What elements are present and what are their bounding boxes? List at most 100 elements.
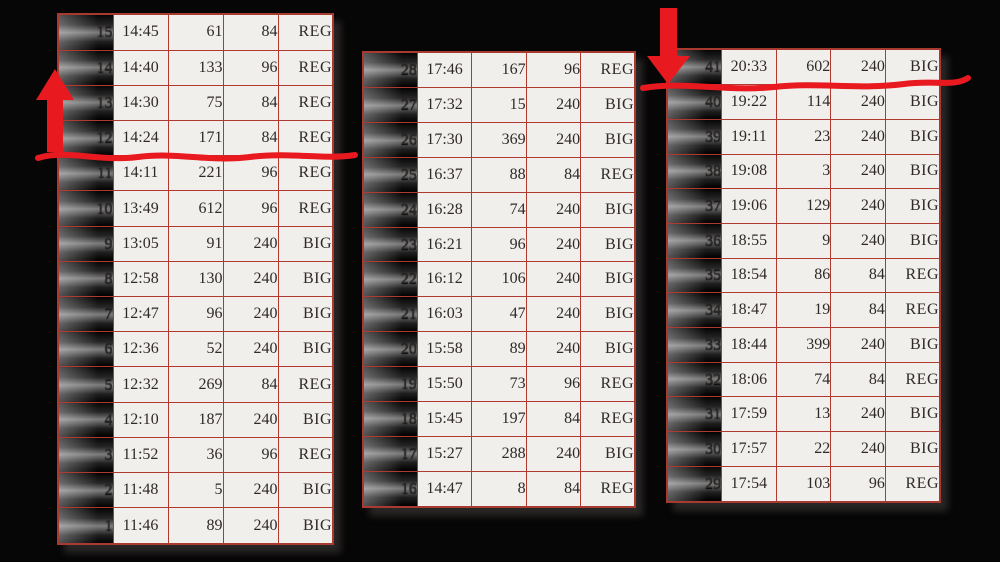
cell-time: 12:10	[112, 401, 169, 438]
cell-type: BIG	[277, 260, 334, 298]
cell-count: 74	[471, 191, 527, 228]
cell-time: 14:47	[416, 470, 473, 508]
cell-count: 15	[471, 87, 527, 124]
cell-time: 14:45	[112, 13, 169, 51]
history-table: 41 20:33 602 240 BIG 40 19:22 114 240 BIG 39 19:11 2…	[666, 48, 941, 503]
cell-payout: 240	[525, 122, 582, 158]
history-row: 37 19:06 129 240 BIG	[666, 188, 941, 224]
cell-count: 133	[167, 49, 224, 86]
cell-no: 3	[57, 436, 114, 474]
cell-no: 26	[362, 122, 418, 158]
cell-no: 5	[57, 366, 114, 403]
cell-count: 369	[471, 122, 527, 158]
cell-count: 5	[167, 472, 224, 509]
cell-no: 15	[57, 13, 114, 51]
cell-type: REG	[277, 155, 334, 192]
cell-no: 20	[362, 331, 418, 368]
history-row: 13 14:30 75 84 REG	[57, 84, 334, 122]
cell-time: 17:32	[416, 87, 473, 124]
cell-no: 33	[666, 327, 723, 363]
cell-time: 17:59	[721, 396, 777, 433]
cell-payout: 240	[830, 188, 886, 224]
cell-type: BIG	[580, 122, 636, 158]
cell-payout: 240	[222, 225, 279, 262]
cell-payout: 240	[222, 507, 279, 545]
history-table-body: 15 14:45 61 84 REG 14 14:40 133 96 REG 13 14:30 75 84…	[57, 13, 334, 545]
cell-type: REG	[580, 51, 636, 89]
history-row: 8 12:58 130 240 BIG	[57, 260, 334, 298]
cell-type: BIG	[580, 226, 636, 263]
cell-no: 7	[57, 296, 114, 333]
cell-no: 1	[57, 507, 114, 545]
cell-type: REG	[884, 465, 941, 503]
history-row: 38 19:08 3 240 BIG	[666, 153, 941, 190]
cell-time: 20:33	[721, 48, 777, 86]
cell-payout: 240	[525, 331, 582, 368]
history-row: 34 18:47 19 84 REG	[666, 292, 941, 329]
cell-payout: 240	[830, 327, 886, 363]
cell-time: 16:12	[416, 261, 473, 298]
history-table-right: 41 20:33 602 240 BIG 40 19:22 114 240 BIG 39 19:11 2…	[666, 48, 941, 503]
cell-time: 16:03	[416, 296, 473, 333]
cell-type: REG	[277, 13, 334, 51]
history-row: 28 17:46 167 96 REG	[362, 51, 636, 89]
cell-payout: 240	[525, 261, 582, 298]
cell-count: 288	[471, 435, 527, 472]
cell-no: 38	[666, 153, 723, 190]
history-row: 3 11:52 36 96 REG	[57, 436, 334, 474]
cell-count: 8	[471, 470, 527, 508]
cell-no: 12	[57, 120, 114, 157]
cell-type: REG	[277, 49, 334, 86]
cell-time: 13:05	[112, 225, 169, 262]
history-row: 21 16:03 47 240 BIG	[362, 296, 636, 333]
cell-count: 22	[775, 431, 832, 467]
cell-payout: 240	[830, 222, 886, 259]
cell-payout: 84	[525, 470, 582, 508]
cell-count: 89	[167, 507, 224, 545]
cell-time: 17:57	[721, 431, 777, 467]
cell-count: 187	[167, 401, 224, 438]
history-row: 20 15:58 89 240 BIG	[362, 331, 636, 368]
cell-type: REG	[580, 156, 636, 193]
cell-no: 6	[57, 331, 114, 368]
cell-type: REG	[277, 190, 334, 227]
cell-type: BIG	[884, 431, 941, 467]
history-row: 4 12:10 187 240 BIG	[57, 401, 334, 438]
cell-count: 167	[471, 51, 527, 89]
cell-count: 74	[775, 361, 832, 398]
cell-no: 29	[666, 465, 723, 503]
cell-payout: 84	[525, 156, 582, 193]
history-row: 35 18:54 86 84 REG	[666, 257, 941, 294]
history-row: 2 11:48 5 240 BIG	[57, 472, 334, 509]
cell-payout: 240	[222, 260, 279, 298]
cell-no: 23	[362, 226, 418, 263]
cell-time: 16:37	[416, 156, 473, 193]
history-row: 27 17:32 15 240 BIG	[362, 87, 636, 124]
history-row: 41 20:33 602 240 BIG	[666, 48, 941, 86]
cell-count: 9	[775, 222, 832, 259]
cell-no: 9	[57, 225, 114, 262]
cell-type: BIG	[884, 188, 941, 224]
cell-count: 103	[775, 465, 832, 503]
cell-payout: 96	[525, 366, 582, 402]
cell-time: 18:54	[721, 257, 777, 294]
history-row: 14 14:40 133 96 REG	[57, 49, 334, 86]
cell-no: 14	[57, 49, 114, 86]
cell-no: 16	[362, 470, 418, 508]
history-row: 40 19:22 114 240 BIG	[666, 84, 941, 120]
cell-time: 19:22	[721, 84, 777, 120]
cell-payout: 96	[222, 436, 279, 474]
cell-type: BIG	[884, 327, 941, 363]
history-row: 24 16:28 74 240 BIG	[362, 191, 636, 228]
cell-type: BIG	[884, 222, 941, 259]
cell-type: REG	[884, 257, 941, 294]
cell-count: 106	[471, 261, 527, 298]
cell-type: REG	[277, 366, 334, 403]
cell-payout: 84	[830, 361, 886, 398]
cell-count: 73	[471, 366, 527, 402]
cell-type: REG	[277, 84, 334, 122]
cell-count: 61	[167, 13, 224, 51]
cell-payout: 240	[830, 84, 886, 120]
cell-type: REG	[277, 436, 334, 474]
cell-count: 89	[471, 331, 527, 368]
